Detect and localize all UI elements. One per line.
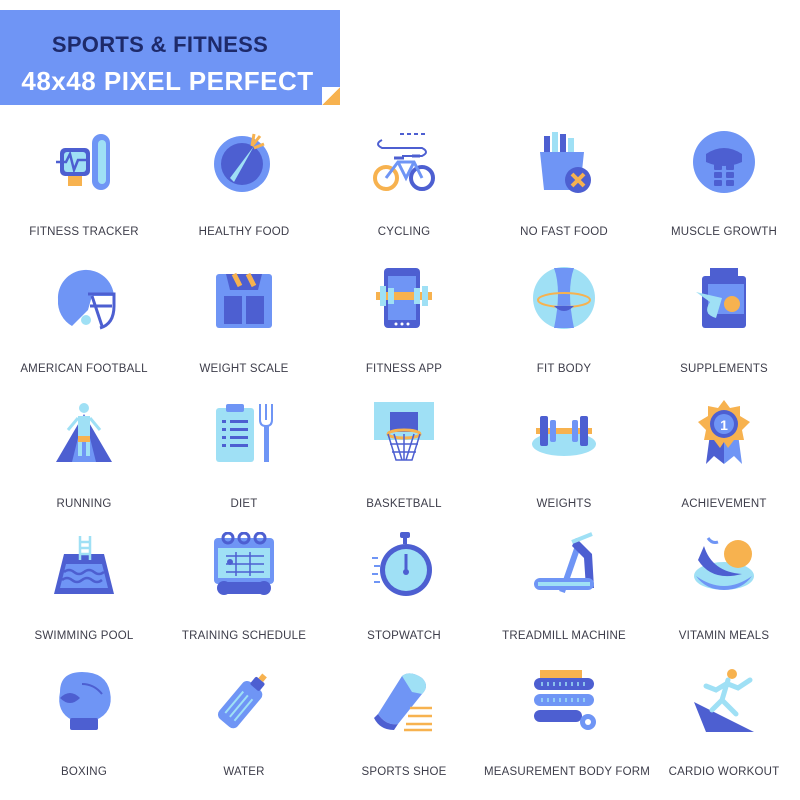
icon-label: VITAMIN MEALS: [678, 630, 770, 642]
icon-label: BOXING: [61, 766, 107, 778]
icon-tile: WEIGHT SCALE: [164, 266, 324, 396]
swimming-pool-icon: [52, 532, 116, 596]
fit-body-icon: [532, 266, 596, 330]
icon-tile: TRAINING SCHEDULE: [164, 532, 324, 662]
fitness-app-icon: [372, 266, 436, 330]
icon-label: HEALTHY FOOD: [198, 226, 290, 238]
icon-tile: FITNESS TRACKER: [4, 130, 164, 260]
icon-tile: HEALTHY FOOD: [164, 130, 324, 260]
title-banner: SPORTS & FITNESS 48x48 PIXEL PERFECT: [0, 10, 340, 105]
icon-tile: CYCLING: [324, 130, 484, 260]
icon-tile: WEIGHTS: [484, 400, 644, 530]
icon-label: BASKETBALL: [366, 498, 442, 510]
american-football-icon: [52, 266, 116, 330]
icon-label: WEIGHTS: [536, 498, 592, 510]
banner-title: SPORTS & FITNESS: [51, 32, 269, 57]
icon-label: CYCLING: [377, 226, 431, 238]
icon-label: DIET: [230, 498, 258, 510]
icon-tile: STOPWATCH: [324, 532, 484, 662]
icon-tile: AMERICAN FOOTBALL: [4, 266, 164, 396]
no-fast-food-icon: [532, 130, 596, 194]
icon-tile: SUPPLEMENTS: [644, 266, 800, 396]
icon-label: ACHIEVEMENT: [681, 498, 767, 510]
measurement-body-form-icon: [532, 668, 596, 732]
icon-tile: BASKETBALL: [324, 400, 484, 530]
icon-label: RUNNING: [56, 498, 112, 510]
basketball-icon: [372, 400, 436, 464]
stopwatch-icon: [372, 532, 436, 596]
cardio-workout-icon: [692, 668, 756, 732]
icon-label: TREADMILL MACHINE: [502, 630, 626, 642]
icon-tile: 1 ACHIEVEMENT: [644, 400, 800, 530]
icon-label: SWIMMING POOL: [34, 630, 134, 642]
icon-label: CARDIO WORKOUT: [668, 766, 780, 778]
weights-icon: [532, 400, 596, 464]
svg-text:1: 1: [720, 417, 728, 433]
sports-shoe-icon: [372, 668, 436, 732]
icon-label: SPORTS SHOE: [361, 766, 447, 778]
icon-label: NO FAST FOOD: [520, 226, 608, 238]
icon-label: FITNESS TRACKER: [29, 226, 139, 238]
vitamin-meals-icon: [692, 532, 756, 596]
icon-tile: NO FAST FOOD: [484, 130, 644, 260]
icon-tile: SPORTS SHOE: [324, 668, 484, 798]
water-icon: [212, 668, 276, 732]
icon-tile: TREADMILL MACHINE: [484, 532, 644, 662]
treadmill-machine-icon: [532, 532, 596, 596]
icon-label: WEIGHT SCALE: [199, 363, 289, 375]
icon-label: TRAINING SCHEDULE: [181, 630, 307, 642]
banner-fold-corner: [322, 87, 340, 105]
icon-label: AMERICAN FOOTBALL: [20, 363, 148, 375]
icon-tile: MUSCLE GROWTH: [644, 130, 800, 260]
icon-tile: VITAMIN MEALS: [644, 532, 800, 662]
icon-label: STOPWATCH: [367, 630, 441, 642]
muscle-growth-icon: [692, 130, 756, 194]
icon-tile: DIET: [164, 400, 324, 530]
icon-tile: CARDIO WORKOUT: [644, 668, 800, 798]
icon-tile: MEASUREMENT BODY FORM: [484, 668, 651, 798]
diet-icon: [212, 400, 276, 464]
healthy-food-icon: [212, 130, 276, 194]
icon-tile: BOXING: [4, 668, 164, 798]
supplements-icon: [692, 266, 756, 330]
icon-label: FITNESS APP: [365, 363, 443, 375]
banner-subtitle: 48x48 PIXEL PERFECT: [21, 66, 314, 96]
training-schedule-icon: [212, 532, 276, 596]
achievement-icon: 1: [692, 400, 756, 464]
boxing-icon: [52, 668, 116, 732]
icon-tile: WATER: [164, 668, 324, 798]
icon-tile: RUNNING: [4, 400, 164, 530]
icon-tile: FITNESS APP: [324, 266, 484, 396]
fitness-tracker-icon: [52, 130, 116, 194]
cycling-icon: [372, 130, 436, 194]
icon-label: WATER: [223, 766, 265, 778]
icon-label: MUSCLE GROWTH: [670, 226, 778, 238]
icon-label: SUPPLEMENTS: [680, 363, 768, 375]
running-icon: [52, 400, 116, 464]
icon-tile: FIT BODY: [484, 266, 644, 396]
icon-label: FIT BODY: [536, 363, 592, 375]
weight-scale-icon: [212, 266, 276, 330]
icon-tile: SWIMMING POOL: [4, 532, 164, 662]
icon-label: MEASUREMENT BODY FORM: [484, 766, 651, 778]
